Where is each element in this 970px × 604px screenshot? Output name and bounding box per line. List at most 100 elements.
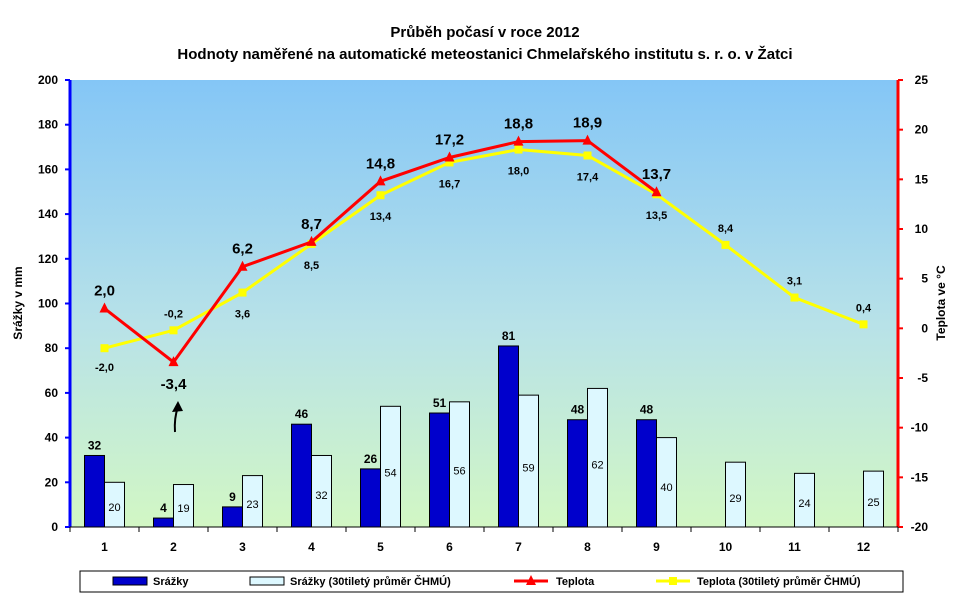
teplota-label: -3,4 (161, 376, 188, 393)
bar-srazky-label: 46 (295, 407, 309, 421)
marker-teplota-normal (238, 288, 247, 297)
marker-teplota-normal (169, 326, 178, 335)
y2-axis-label: Teplota ve °C (934, 265, 948, 341)
marker-teplota (237, 260, 248, 271)
x-tick-label: 7 (515, 540, 522, 554)
x-tick-label: 12 (857, 540, 871, 554)
bar-srazky-normal-label: 32 (315, 490, 327, 502)
teplota-normal-label: 3,1 (787, 276, 802, 288)
legend-box (79, 570, 904, 593)
y2-tick-label: 15 (915, 172, 929, 186)
teplota-normal-label: 8,4 (718, 223, 734, 235)
marker-teplota (306, 235, 317, 246)
y-tick-label: 0 (51, 520, 58, 534)
plot-area (70, 80, 898, 527)
line-teplota-normal (104, 148, 865, 350)
x-tick-label: 2 (170, 540, 177, 554)
marker-teplota (375, 175, 386, 186)
x-tick-label: 10 (719, 540, 733, 554)
data-label-layer: 32 20 4 19 9 23 46 32 26 54 51 56 81 59 48 62 48 40 29 24 25… (88, 115, 880, 515)
y2-tick-label: -10 (911, 421, 929, 435)
marker-teplota-normal (514, 145, 523, 154)
teplota-normal-label: 3,6 (235, 309, 250, 321)
marker-teplota-normal (445, 158, 454, 167)
marker-teplota (513, 135, 524, 146)
x-tick-label: 6 (446, 540, 453, 554)
legend-label-srazky-normal: Srážky (30tiletý průměr ČHMÚ) (290, 575, 451, 588)
marker-teplota-normal (376, 191, 385, 200)
teplota-label: 13,7 (642, 166, 671, 183)
bar-srazky-label: 81 (502, 329, 516, 343)
bar-srazky-label: 26 (364, 452, 378, 466)
x-tick-label: 8 (584, 540, 591, 554)
legend-swatch-srazky-normal (249, 576, 285, 586)
y2-tick-label: -15 (911, 470, 929, 484)
teplota-normal-label: 8,5 (304, 260, 319, 272)
teplota-normal-label: -2,0 (95, 362, 114, 374)
y-tick-label: 80 (45, 341, 59, 355)
left-axis-ticks: 0 20 40 60 80 100 120 140 160 180 200 (38, 73, 70, 534)
y-tick-label: 100 (38, 297, 58, 311)
y2-tick-label: 20 (915, 123, 929, 137)
y2-tick-label: -20 (911, 520, 929, 534)
bar-srazky-normal-label: 24 (798, 498, 810, 510)
bar-srazky-label: 48 (640, 403, 654, 417)
y-tick-label: 120 (38, 252, 58, 266)
legend-label-srazky: Srážky (153, 576, 189, 588)
chart-subtitle: Hodnoty naměřené na automatické meteosta… (177, 45, 792, 63)
teplota-label: 17,2 (435, 131, 464, 148)
legend-swatch-srazky (112, 576, 148, 586)
right-axis-ticks: -20 -15 -10 -5 0 5 10 15 20 25 (898, 73, 928, 534)
marker-teplota-normal (583, 151, 592, 160)
bar-srazky (291, 423, 312, 528)
y2-tick-label: 10 (915, 222, 929, 236)
y-tick-label: 140 (38, 207, 58, 221)
y-tick-label: 200 (38, 73, 58, 87)
teplota-label: 14,8 (366, 155, 395, 172)
bar-srazky-normal-label: 23 (246, 499, 258, 511)
bar-srazky-normal-label: 56 (453, 466, 465, 478)
x-tick-label: 1 (101, 540, 108, 554)
bar-srazky-normal-label: 19 (177, 503, 189, 515)
teplota-normal-label: 17,4 (577, 171, 599, 183)
y-tick-label: 60 (45, 386, 59, 400)
x-tick-label: 5 (377, 540, 384, 554)
bar-srazky-label: 9 (229, 490, 236, 504)
bar-srazky-normal (449, 401, 470, 528)
bar-srazky-label: 4 (160, 501, 167, 515)
teplota-label: 8,7 (301, 216, 322, 233)
x-tick-label: 3 (239, 540, 246, 554)
bar-srazky (222, 506, 243, 528)
y2-tick-label: 0 (921, 321, 928, 335)
bar-srazky (153, 517, 174, 528)
bar-srazky (84, 454, 105, 528)
marker-teplota-normal (859, 320, 868, 329)
bar-srazky-normal-label: 25 (867, 497, 879, 509)
teplota-normal-label: 13,4 (370, 211, 392, 223)
teplota-normal-label: 0,4 (856, 302, 872, 314)
teplota-label: 6,2 (232, 241, 253, 258)
legend-marker-teplota-normal (669, 577, 677, 585)
teplota-label: 2,0 (94, 282, 115, 299)
bar-srazky-normal-label: 62 (591, 460, 603, 472)
teplota-normal-label: 18,0 (508, 166, 529, 178)
bar-srazky-normal-label: 20 (108, 502, 120, 514)
y-tick-label: 160 (38, 162, 58, 176)
bar-srazky-normal-label: 54 (384, 468, 396, 480)
y-tick-label: 40 (45, 431, 59, 445)
x-tick-label: 4 (308, 540, 315, 554)
teplota-normal-label: 13,5 (646, 210, 667, 222)
annotation-arrow (172, 401, 183, 433)
marker-teplota-normal (100, 344, 109, 353)
y-axis-label: Srážky v mm (11, 266, 25, 339)
bar-srazky (360, 468, 381, 528)
x-tick-label: 9 (653, 540, 660, 554)
bar-srazky-label: 48 (571, 403, 585, 417)
legend-label-teplota: Teplota (556, 576, 595, 588)
bar-srazky-label: 32 (88, 438, 102, 452)
bar-srazky-normal-label: 29 (729, 493, 741, 505)
marker-teplota (168, 356, 179, 367)
teplota-normal-label: 16,7 (439, 178, 460, 190)
y2-tick-label: 5 (921, 272, 928, 286)
bar-srazky (498, 345, 519, 528)
